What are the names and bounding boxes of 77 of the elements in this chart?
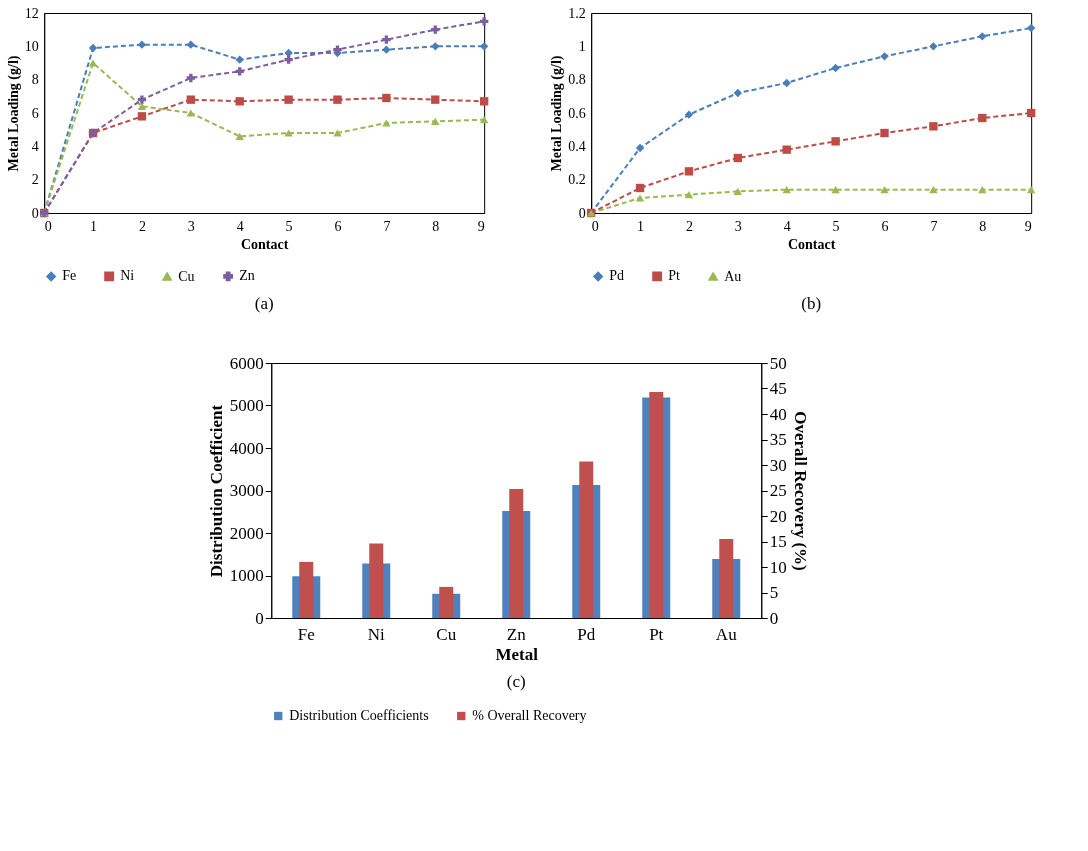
x-tick-label: Fe (297, 624, 315, 644)
legend-label: Pt (668, 268, 680, 284)
y-tick-label: 2 (31, 172, 39, 188)
y2-tick-label: 35 (769, 430, 787, 449)
x-axis-title: Contact (787, 236, 836, 252)
x-tick-label: 3 (187, 218, 195, 234)
legend-label: Distribution Coefficients (289, 708, 429, 723)
y2-tick-label: 15 (769, 532, 787, 551)
x-tick-label: Zn (506, 624, 527, 644)
x-tick-label: 5 (832, 218, 840, 234)
x-tick-label: 1 (90, 218, 98, 234)
text: (c) (506, 672, 526, 691)
legend-label: Zn (239, 268, 255, 284)
y2-tick-label: 40 (769, 404, 787, 424)
legend-label: Fe (62, 268, 77, 284)
text: (b) (801, 294, 822, 313)
y-axis-title: Metal Loading (g/l) (5, 55, 22, 172)
x-tick-label: 5 (285, 218, 293, 234)
x-tick-label: 1 (637, 218, 645, 234)
x-tick-label: 7 (383, 218, 391, 234)
x-tick-label: 2 (685, 218, 693, 234)
x-tick-label: Pd (577, 624, 596, 644)
x-axis-title: Contact (240, 236, 289, 252)
y-tick-label: 6 (31, 105, 39, 121)
y-tick-label: 1.2 (568, 5, 586, 21)
y2-tick-label: 25 (769, 481, 787, 500)
y-axis-title: Distribution Coefficient (206, 404, 226, 578)
y-tick-label: 5000 (229, 396, 264, 415)
y2-tick-label: 30 (769, 455, 787, 475)
y-axis-title: Metal Loading (g/l) (549, 55, 566, 172)
x-tick-label: 2 (138, 218, 146, 234)
text: (a) (254, 294, 274, 313)
legend-label: Cu (178, 268, 195, 284)
x-tick-label: 3 (734, 218, 742, 234)
x-tick-label: 8 (432, 218, 440, 234)
y-tick-label: 0 (578, 205, 586, 221)
y-tick-label: 0.2 (568, 172, 586, 188)
y-tick-label: 6000 (229, 353, 264, 373)
legend-label: Pd (609, 268, 624, 284)
x-tick-label: 8 (979, 218, 987, 234)
y-tick-label: 12 (24, 5, 39, 21)
x-tick-label: Ni (367, 624, 386, 644)
y-tick-label: 8 (31, 72, 39, 88)
y-tick-label: 0 (255, 608, 264, 628)
x-tick-label: 9 (1024, 218, 1032, 234)
y-tick-label: 0.6 (568, 105, 586, 121)
y-tick-label: 2000 (229, 523, 264, 543)
x-tick-label: 9 (477, 218, 485, 234)
y-tick-label: 0 (31, 205, 39, 221)
y2-tick-label: 0 (769, 608, 779, 628)
y2-tick-label: 5 (769, 583, 779, 602)
y-tick-label: 4000 (229, 438, 264, 458)
y-tick-label: 3000 (229, 481, 264, 500)
legend-label: % Overall Recovery (472, 708, 587, 723)
y-tick-label: 1 (578, 38, 586, 54)
y2-tick-label: 50 (769, 353, 787, 373)
x-tick-label: 6 (334, 218, 342, 234)
x-tick-label: 6 (881, 218, 889, 234)
legend-label: Au (724, 268, 742, 284)
legend-label: Ni (120, 268, 135, 284)
x-tick-label: Cu (436, 624, 457, 644)
x-tick-label: Au (715, 624, 738, 644)
x-tick-label: 0 (44, 218, 52, 234)
y2-tick-label: 10 (769, 557, 787, 577)
x-axis-title: Metal (495, 644, 539, 664)
x-tick-label: 7 (930, 218, 938, 234)
y2-tick-label: 20 (769, 506, 787, 526)
x-tick-label: Pt (649, 624, 664, 644)
y-tick-label: 1000 (229, 566, 264, 585)
y-tick-label: 0.4 (568, 138, 586, 154)
y-tick-label: 4 (31, 138, 39, 154)
x-tick-label: 4 (783, 218, 791, 234)
y-tick-label: 10 (24, 38, 39, 54)
x-tick-label: 0 (591, 218, 599, 234)
y2-tick-label: 45 (769, 379, 787, 398)
y-tick-label: 0.8 (568, 72, 586, 88)
y2-axis-title: Overall Recovery (%) (790, 411, 810, 571)
